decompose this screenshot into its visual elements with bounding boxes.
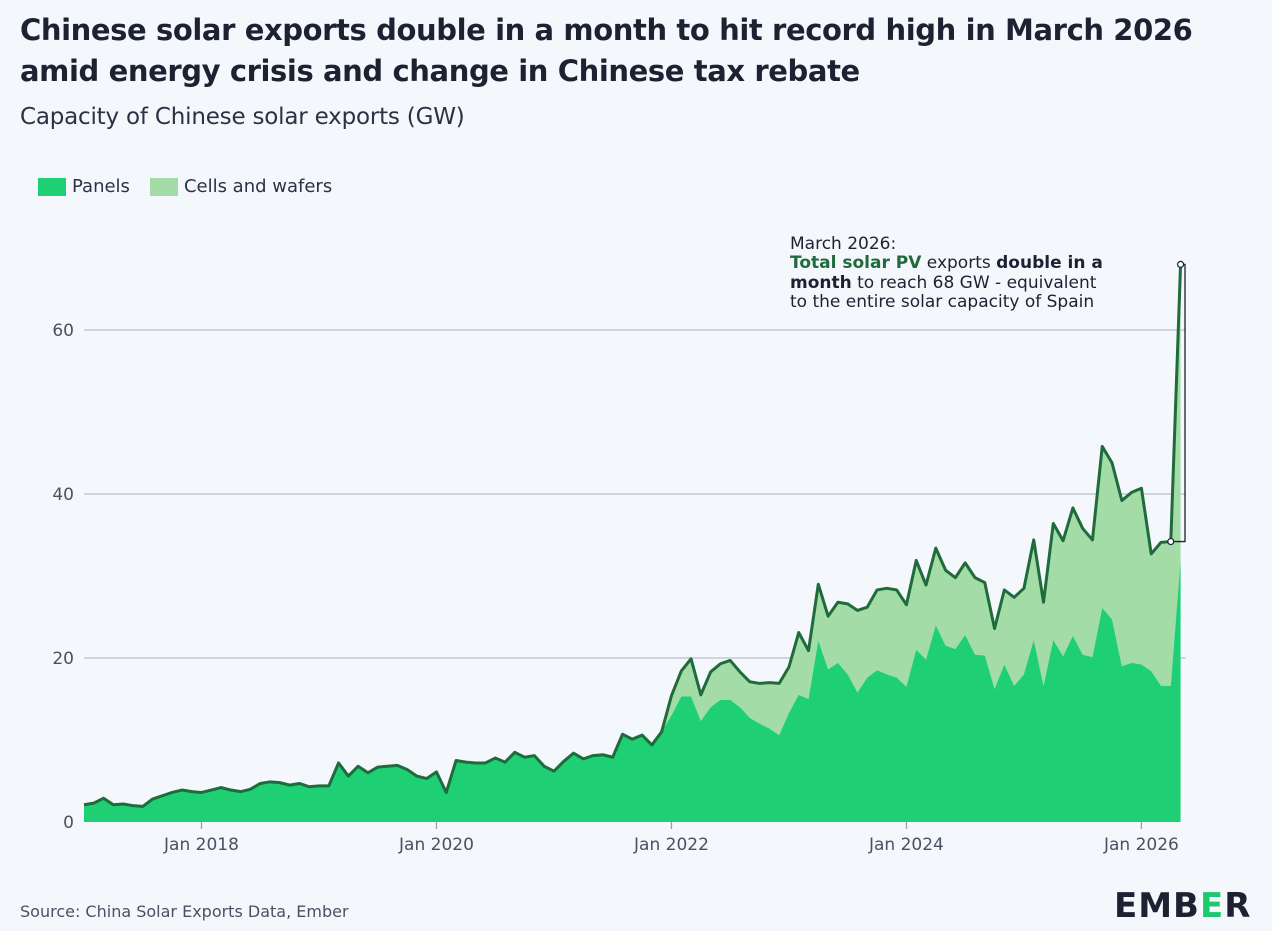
legend-swatch-cells	[149, 177, 178, 196]
series-area-panels	[84, 560, 1181, 822]
annotation-text-reach: to reach 68 GW - equivalent	[852, 273, 1097, 293]
x-tick-label: Jan 2022	[633, 835, 709, 855]
annotation-line-1: March 2026:	[790, 234, 896, 254]
annotation-line-2: Total solar PV exports double in a	[790, 253, 1103, 273]
annotation-line-4: to the entire solar capacity of Spain	[790, 292, 1094, 312]
legend-label-panels: Panels	[72, 176, 130, 197]
x-axis-ticks: Jan 2018 Jan 2020 Jan 2022 Jan 2024 Jan 2026	[163, 822, 1179, 855]
logo-part-1: EMB	[1114, 886, 1200, 926]
logo-accent: E	[1199, 886, 1225, 926]
annotation-marker-march	[1176, 260, 1185, 268]
legend-item-cells: Cells and wafers	[149, 176, 333, 197]
svg-text:March 2026: Total solar: March 2026: Total solar PV exports doubl…	[790, 234, 1108, 312]
annotation-text-exports: exports	[921, 253, 996, 273]
x-tick-label: Jan 2024	[868, 835, 944, 855]
annotation-marker-february	[1167, 537, 1175, 546]
x-tick-label: Jan 2026	[1103, 835, 1179, 855]
logo-part-2: R	[1224, 886, 1252, 926]
source-note: Source: China Solar Exports Data, Ember	[20, 902, 349, 921]
ember-logo: EMBER	[1114, 886, 1251, 926]
annotation-emphasis-double: double in a	[996, 253, 1103, 273]
legend-item-panels: Panels	[38, 176, 130, 197]
chart-title: Chinese solar exports double in a month …	[20, 13, 1193, 88]
chart-subtitle: Capacity of Chinese solar exports (GW)	[20, 104, 465, 130]
annotation-emphasis-month: month	[790, 273, 852, 293]
stacked-areas	[83, 264, 1183, 822]
legend-swatch-panels	[38, 177, 66, 196]
y-tick-label-60: 60	[52, 321, 74, 341]
y-tick-label-0: 0	[63, 813, 74, 833]
annotation-emphasis-total: Total solar PV	[790, 253, 922, 273]
annotation: March 2026: Total solar PV exports doubl…	[790, 234, 1186, 546]
series-area-cells-and-wafers	[84, 264, 1181, 807]
annotation-line-3: month to reach 68 GW - equivalent	[790, 273, 1097, 293]
total-line	[83, 264, 1183, 808]
y-tick-label-40: 40	[52, 485, 74, 505]
y-tick-label-20: 20	[52, 649, 74, 669]
legend: Panels Cells and wafers	[38, 176, 352, 197]
x-tick-label: Jan 2020	[398, 835, 474, 855]
x-tick-label: Jan 2018	[163, 835, 239, 855]
y-axis-ticks: 0 20 40 60	[52, 321, 74, 833]
legend-label-cells: Cells and wafers	[183, 176, 333, 197]
